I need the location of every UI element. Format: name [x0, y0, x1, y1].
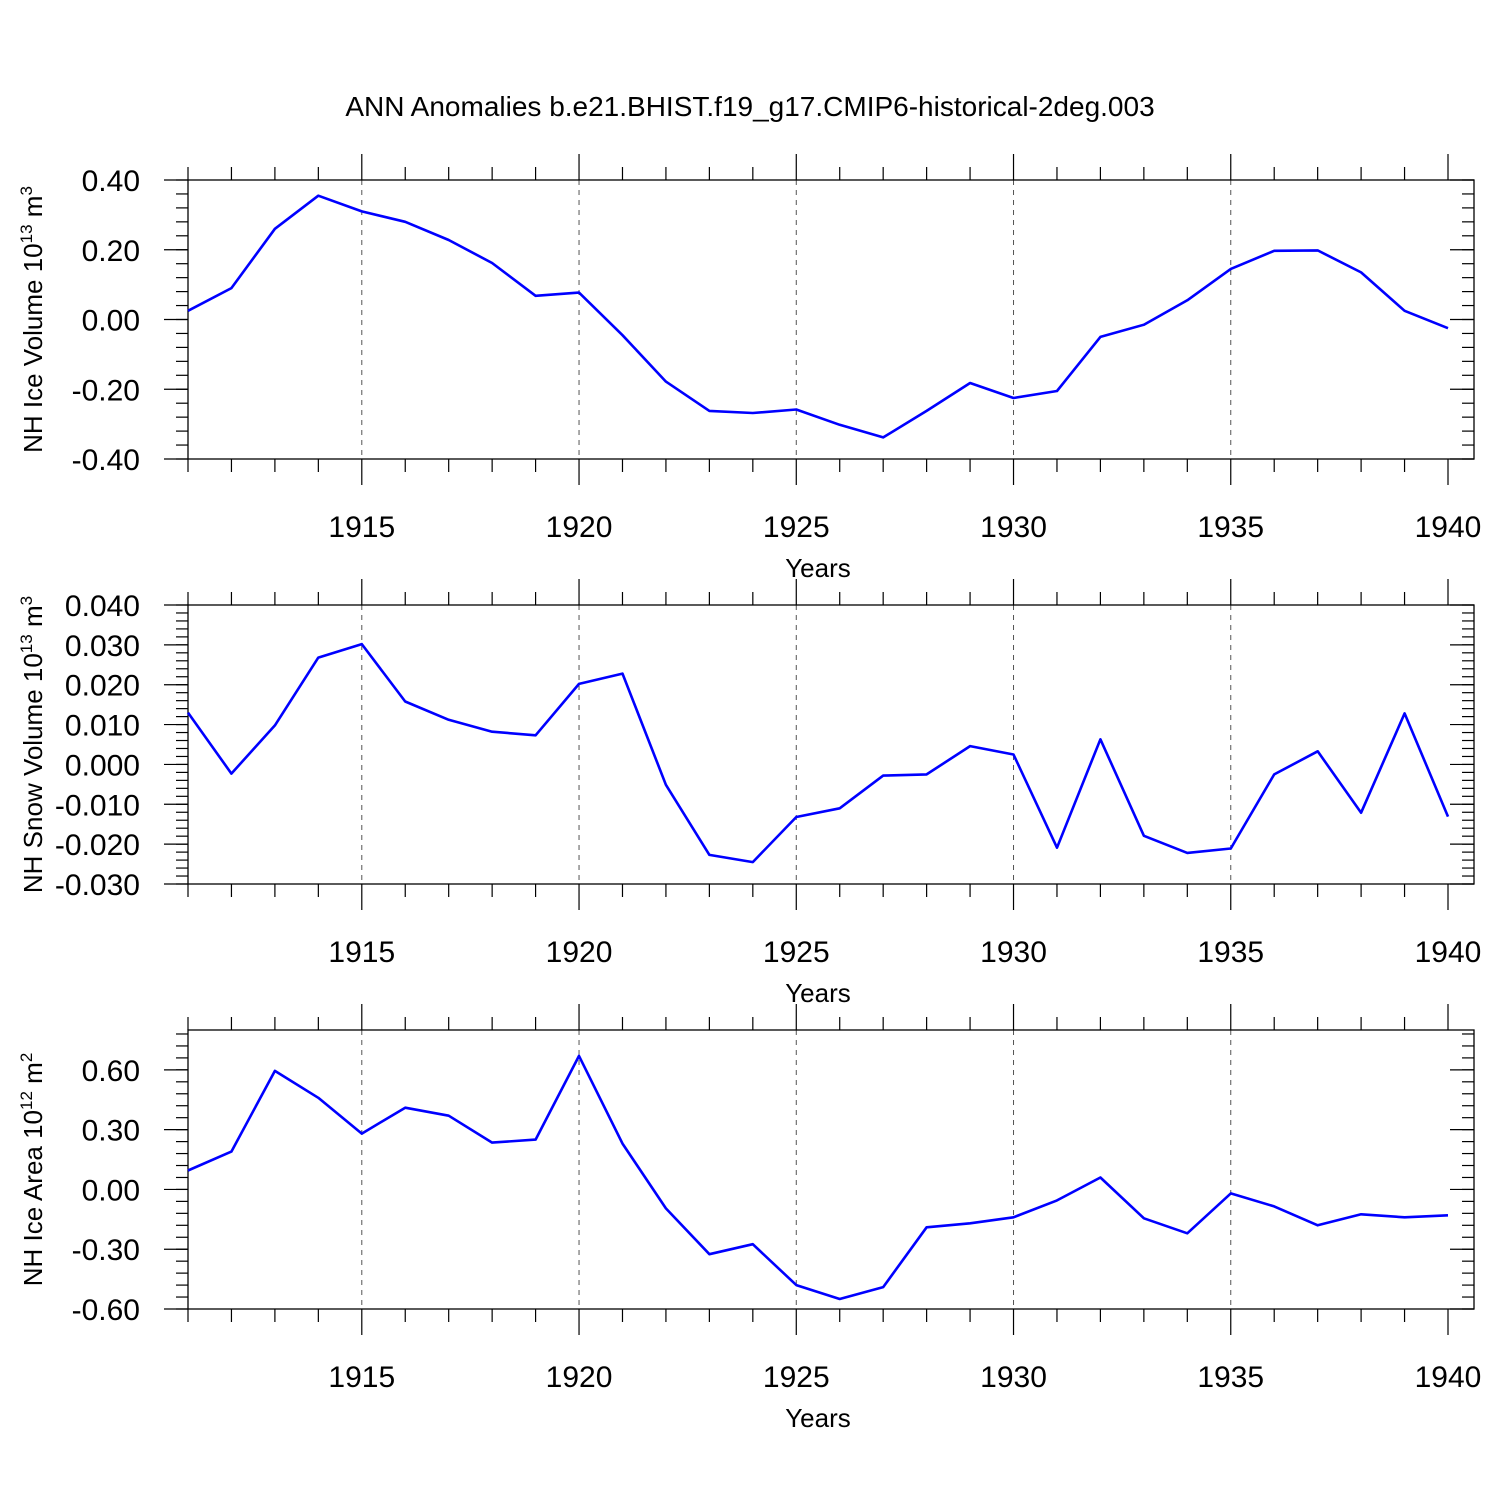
x-tick-label: 1930	[980, 511, 1047, 544]
x-tick-label: 1915	[328, 1361, 395, 1394]
x-tick-label: 1920	[546, 1361, 613, 1394]
x-tick-label: 1925	[763, 1361, 830, 1394]
plot-frame	[187, 179, 1475, 460]
y-tick-label: 0.40	[82, 165, 140, 198]
x-tick-label: 1935	[1197, 1361, 1264, 1394]
chart-panels: 0.40 0.20 0.00 -0.20 -0.40 1915 1920 1925 1930 19…	[17, 154, 1481, 1433]
x-tick-label: 1925	[763, 936, 830, 969]
x-tick-label: 1920	[546, 511, 613, 544]
plot-frame	[187, 1029, 1475, 1310]
x-tick-label: 1940	[1415, 511, 1482, 544]
series-line	[187, 194, 1449, 439]
x-tick-label: 1940	[1415, 1361, 1482, 1394]
series-line	[186, 642, 1450, 864]
x-tick-label: 1915	[328, 511, 395, 544]
y-tick-label: -0.020	[55, 829, 140, 862]
y-tick-label: 0.030	[65, 630, 140, 663]
y-label-exponent: 3	[17, 186, 36, 195]
y-tick-label: 0.000	[65, 749, 140, 782]
x-tick-label: 1915	[328, 936, 395, 969]
y-tick-label: 0.20	[82, 235, 140, 268]
y-tick-label: -0.30	[72, 1234, 140, 1267]
x-tick-label: 1935	[1197, 936, 1264, 969]
y-label-exponent: 13	[17, 634, 36, 653]
y-label-exponent: 13	[17, 224, 36, 243]
x-tick-label: 1925	[763, 511, 830, 544]
x-axis-label: Years	[785, 1403, 851, 1433]
y-label-text: m	[18, 605, 48, 634]
x-tick-label: 1935	[1197, 511, 1264, 544]
y-tick-label: -0.40	[72, 444, 140, 477]
y-tick-label: 0.040	[65, 590, 140, 623]
series-line	[187, 1054, 1449, 1301]
x-tick-label: 1920	[546, 936, 613, 969]
y-axis-label: NH Ice Volume 1013 m3	[17, 186, 48, 453]
y-tick-label: 0.020	[65, 670, 140, 703]
y-tick-label: 0.00	[82, 1174, 140, 1207]
y-axis-label: NH Snow Volume 1013 m3	[17, 596, 48, 893]
chart-panel-2: 0.040 0.030 0.020 0.010 0.000 -0.010 -0.020 -0.…	[17, 579, 1481, 1008]
y-tick-label: -0.20	[72, 374, 140, 407]
y-tick-label: -0.60	[72, 1294, 140, 1327]
y-axis-label: NH Ice Area 1012 m2	[17, 1053, 48, 1287]
y-tick-label: 0.60	[82, 1055, 140, 1088]
x-tick-label: 1940	[1415, 936, 1482, 969]
y-label-text: NH Snow Volume 10	[18, 653, 48, 893]
figure-title: ANN Anomalies b.e21.BHIST.f19_g17.CMIP6-…	[345, 91, 1154, 122]
y-tick-label: 0.010	[65, 710, 140, 743]
y-label-exponent: 2	[17, 1053, 36, 1062]
x-tick-label: 1930	[980, 1361, 1047, 1394]
x-tick-label: 1930	[980, 936, 1047, 969]
y-tick-label: -0.010	[55, 789, 140, 822]
chart-panel-1: 0.40 0.20 0.00 -0.20 -0.40 1915 1920 1925 1930 19…	[17, 154, 1481, 583]
x-axis-label: Years	[785, 978, 851, 1008]
y-label-text: m	[18, 1062, 48, 1091]
y-label-text: m	[18, 196, 48, 225]
y-label-text: NH Ice Area 10	[18, 1110, 48, 1286]
y-tick-label: -0.030	[55, 869, 140, 902]
y-label-exponent: 3	[17, 596, 36, 605]
x-axis-label: Years	[785, 553, 851, 583]
y-tick-label: 0.00	[82, 305, 140, 338]
chart-panel-3: 0.60 0.30 0.00 -0.30 -0.60 1915 1920 1925 1930 19…	[17, 1004, 1481, 1433]
y-tick-label: 0.30	[82, 1115, 140, 1148]
y-label-text: NH Ice Volume 10	[18, 243, 48, 453]
y-label-exponent: 12	[17, 1091, 36, 1110]
plot-frame	[187, 604, 1475, 885]
